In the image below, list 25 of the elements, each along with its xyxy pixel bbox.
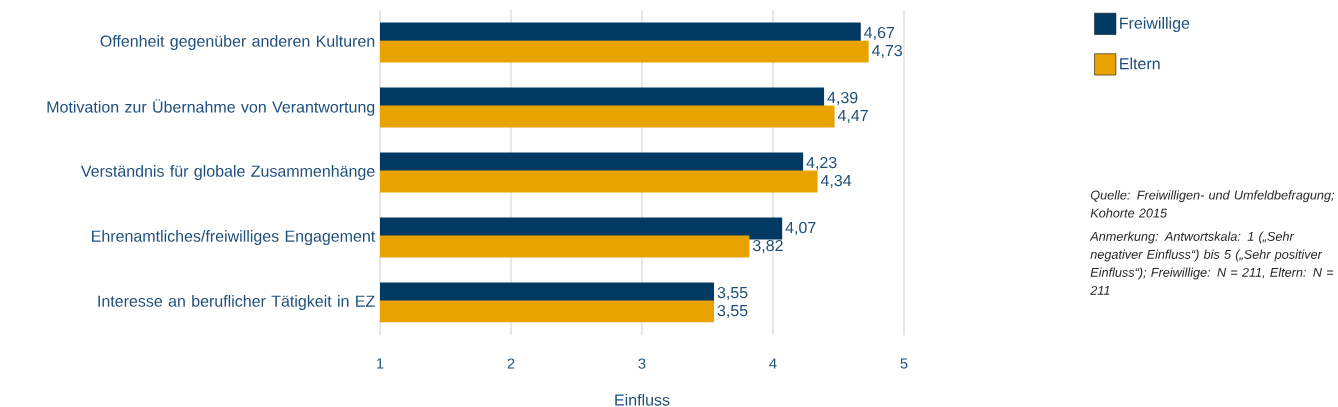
y-tick-label: Interesse an beruflicher Tätigkeit in EZ xyxy=(98,295,375,310)
data-label: 4,73 xyxy=(871,44,903,59)
data-label: 4,23 xyxy=(806,156,837,171)
x-tick-label: 3 xyxy=(638,358,646,369)
y-tick-label: Motivation zur Übernahme von Verantwortung xyxy=(47,99,375,116)
data-label: 3,55 xyxy=(717,304,748,319)
x-tick-label: 1 xyxy=(377,358,384,369)
x-axis-title: Einfluss xyxy=(615,393,670,406)
legend-label: Eltern xyxy=(1120,57,1160,70)
y-tick-label: Ehrenamtliches/freiwilliges Engagement xyxy=(92,230,376,245)
x-tick-label: 5 xyxy=(900,358,908,369)
data-label: 3,55 xyxy=(717,286,748,301)
data-label: 4,34 xyxy=(820,174,852,189)
legend-label: Freiwillige xyxy=(1120,17,1190,32)
y-tick-label: Offenheit gegenüber anderen Kulturen xyxy=(100,35,375,50)
data-label: 4,67 xyxy=(864,26,895,41)
data-label: 4,07 xyxy=(785,221,816,236)
x-tick-label: 2 xyxy=(507,358,515,369)
data-label: 4,47 xyxy=(837,109,868,124)
data-label: 4,39 xyxy=(827,91,858,106)
x-tick-label: 4 xyxy=(769,358,777,369)
y-tick-label: Verständnis für globale Zusammenhänge xyxy=(80,165,375,180)
text: Anmerkung: Antwortskala: 1 („Sehr negativer Einfluss“) bis 5 („Sehr positiver Einfluss“); Freiwillige: N = 211, Eltern: N = 211 xyxy=(1089,231,1334,295)
data-label: 3,82 xyxy=(752,239,783,254)
source-note: Quelle: Freiwilligen- und Umfeldbefragung; Kohorte 2015 xyxy=(1090,190,1335,218)
